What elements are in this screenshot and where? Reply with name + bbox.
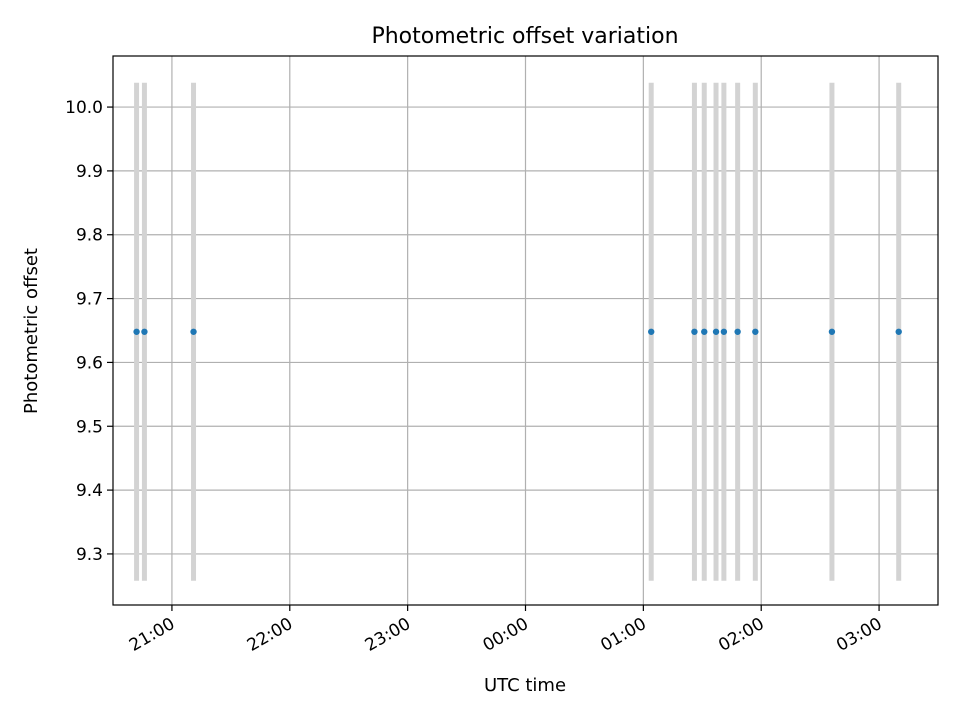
data-point	[190, 328, 197, 335]
data-point	[141, 328, 148, 335]
y-axis-ticks: 9.3 9.4 9.5 9.6 9.7 9.8 9.9 10.0	[65, 98, 113, 565]
data-point	[648, 328, 655, 335]
data-point	[734, 328, 741, 335]
y-tick-label: 9.5	[76, 417, 103, 437]
grid	[113, 56, 938, 605]
y-tick-label: 9.3	[76, 545, 103, 565]
data-point	[752, 328, 759, 335]
data-point	[701, 328, 708, 335]
data-point	[133, 328, 140, 335]
data-point	[828, 328, 836, 335]
data-point	[895, 328, 902, 335]
data-point	[712, 328, 720, 335]
chart-title: Photometric offset variation	[371, 24, 678, 49]
data-point	[720, 328, 728, 335]
y-tick-label: 9.8	[76, 226, 103, 246]
y-tick-label: 9.7	[76, 290, 103, 310]
y-tick-label: 9.4	[76, 481, 103, 501]
y-tick-label: 10.0	[65, 98, 103, 118]
y-axis-label: Photometric offset	[21, 248, 42, 414]
data-points	[133, 328, 902, 335]
data-point	[691, 328, 698, 335]
y-tick-label: 9.9	[76, 162, 103, 182]
y-tick-label: 9.6	[76, 353, 103, 373]
x-axis-label: UTC time	[484, 675, 566, 696]
